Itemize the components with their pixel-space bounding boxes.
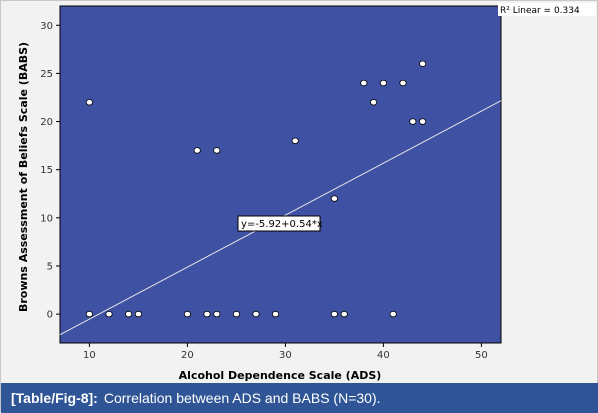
x-axis-title: Alcohol Dependence Scale (ADS) <box>179 369 382 382</box>
data-point <box>203 310 211 318</box>
caption-label: [Table/Fig-8]: <box>11 390 98 406</box>
data-point <box>252 310 260 318</box>
data-point <box>399 79 407 87</box>
data-point <box>409 118 417 125</box>
equation-box <box>237 215 321 232</box>
data-point <box>85 310 94 318</box>
data-point <box>105 310 113 318</box>
y-axis: 0 5 10 15 20 25 30 <box>40 21 60 321</box>
y-tick-label: 5 <box>47 261 53 272</box>
data-point <box>379 79 387 87</box>
data-point <box>85 99 94 106</box>
caption-bar: [Table/Fig-8]: Correlation between ADS a… <box>1 383 598 413</box>
data-point <box>213 147 221 154</box>
data-point <box>271 310 280 318</box>
equation-label: y=-5.92+0.54*x <box>241 219 323 230</box>
data-point <box>418 60 427 67</box>
points-layer <box>85 60 427 318</box>
data-point <box>193 147 201 154</box>
y-tick-label: 20 <box>40 117 53 128</box>
data-point <box>183 310 191 318</box>
equation-annotation: y=-5.92+0.54*x <box>237 215 323 232</box>
data-point <box>340 310 348 318</box>
data-point <box>134 310 142 318</box>
scatter-chart: 10 20 30 40 50 0 5 10 15 20 25 30 y=-5.92+0.54*x R… <box>17 3 596 382</box>
x-tick-label: 10 <box>83 350 96 361</box>
caption-text: Correlation between ADS and BABS (N=30). <box>103 390 381 406</box>
x-tick-label: 50 <box>475 350 488 361</box>
data-point <box>360 79 368 87</box>
y-axis-title: Browns Assessment of Beliefs Scale (BABS… <box>17 42 30 312</box>
y-tick-label: 0 <box>47 310 53 321</box>
data-point <box>389 310 397 318</box>
x-axis: 10 20 30 40 50 <box>83 343 488 361</box>
y-tick-label: 25 <box>40 69 53 80</box>
data-point <box>291 137 299 144</box>
data-point <box>418 118 427 125</box>
data-point <box>369 99 378 106</box>
y-tick-label: 10 <box>40 213 53 224</box>
y-tick-label: 15 <box>40 165 53 176</box>
x-tick-label: 40 <box>377 350 390 361</box>
data-point <box>125 310 133 318</box>
r2-label: R² Linear = 0.334 <box>500 6 580 16</box>
x-tick-label: 30 <box>279 350 292 361</box>
data-point <box>213 310 221 318</box>
r2-legend-box <box>498 3 596 16</box>
r2-legend: R² Linear = 0.334 <box>498 3 596 16</box>
data-point <box>330 195 338 202</box>
plot-background <box>59 5 502 344</box>
data-point <box>232 310 240 318</box>
y-tick-label: 30 <box>40 21 53 32</box>
data-point <box>330 310 338 318</box>
x-tick-label: 20 <box>181 350 194 361</box>
